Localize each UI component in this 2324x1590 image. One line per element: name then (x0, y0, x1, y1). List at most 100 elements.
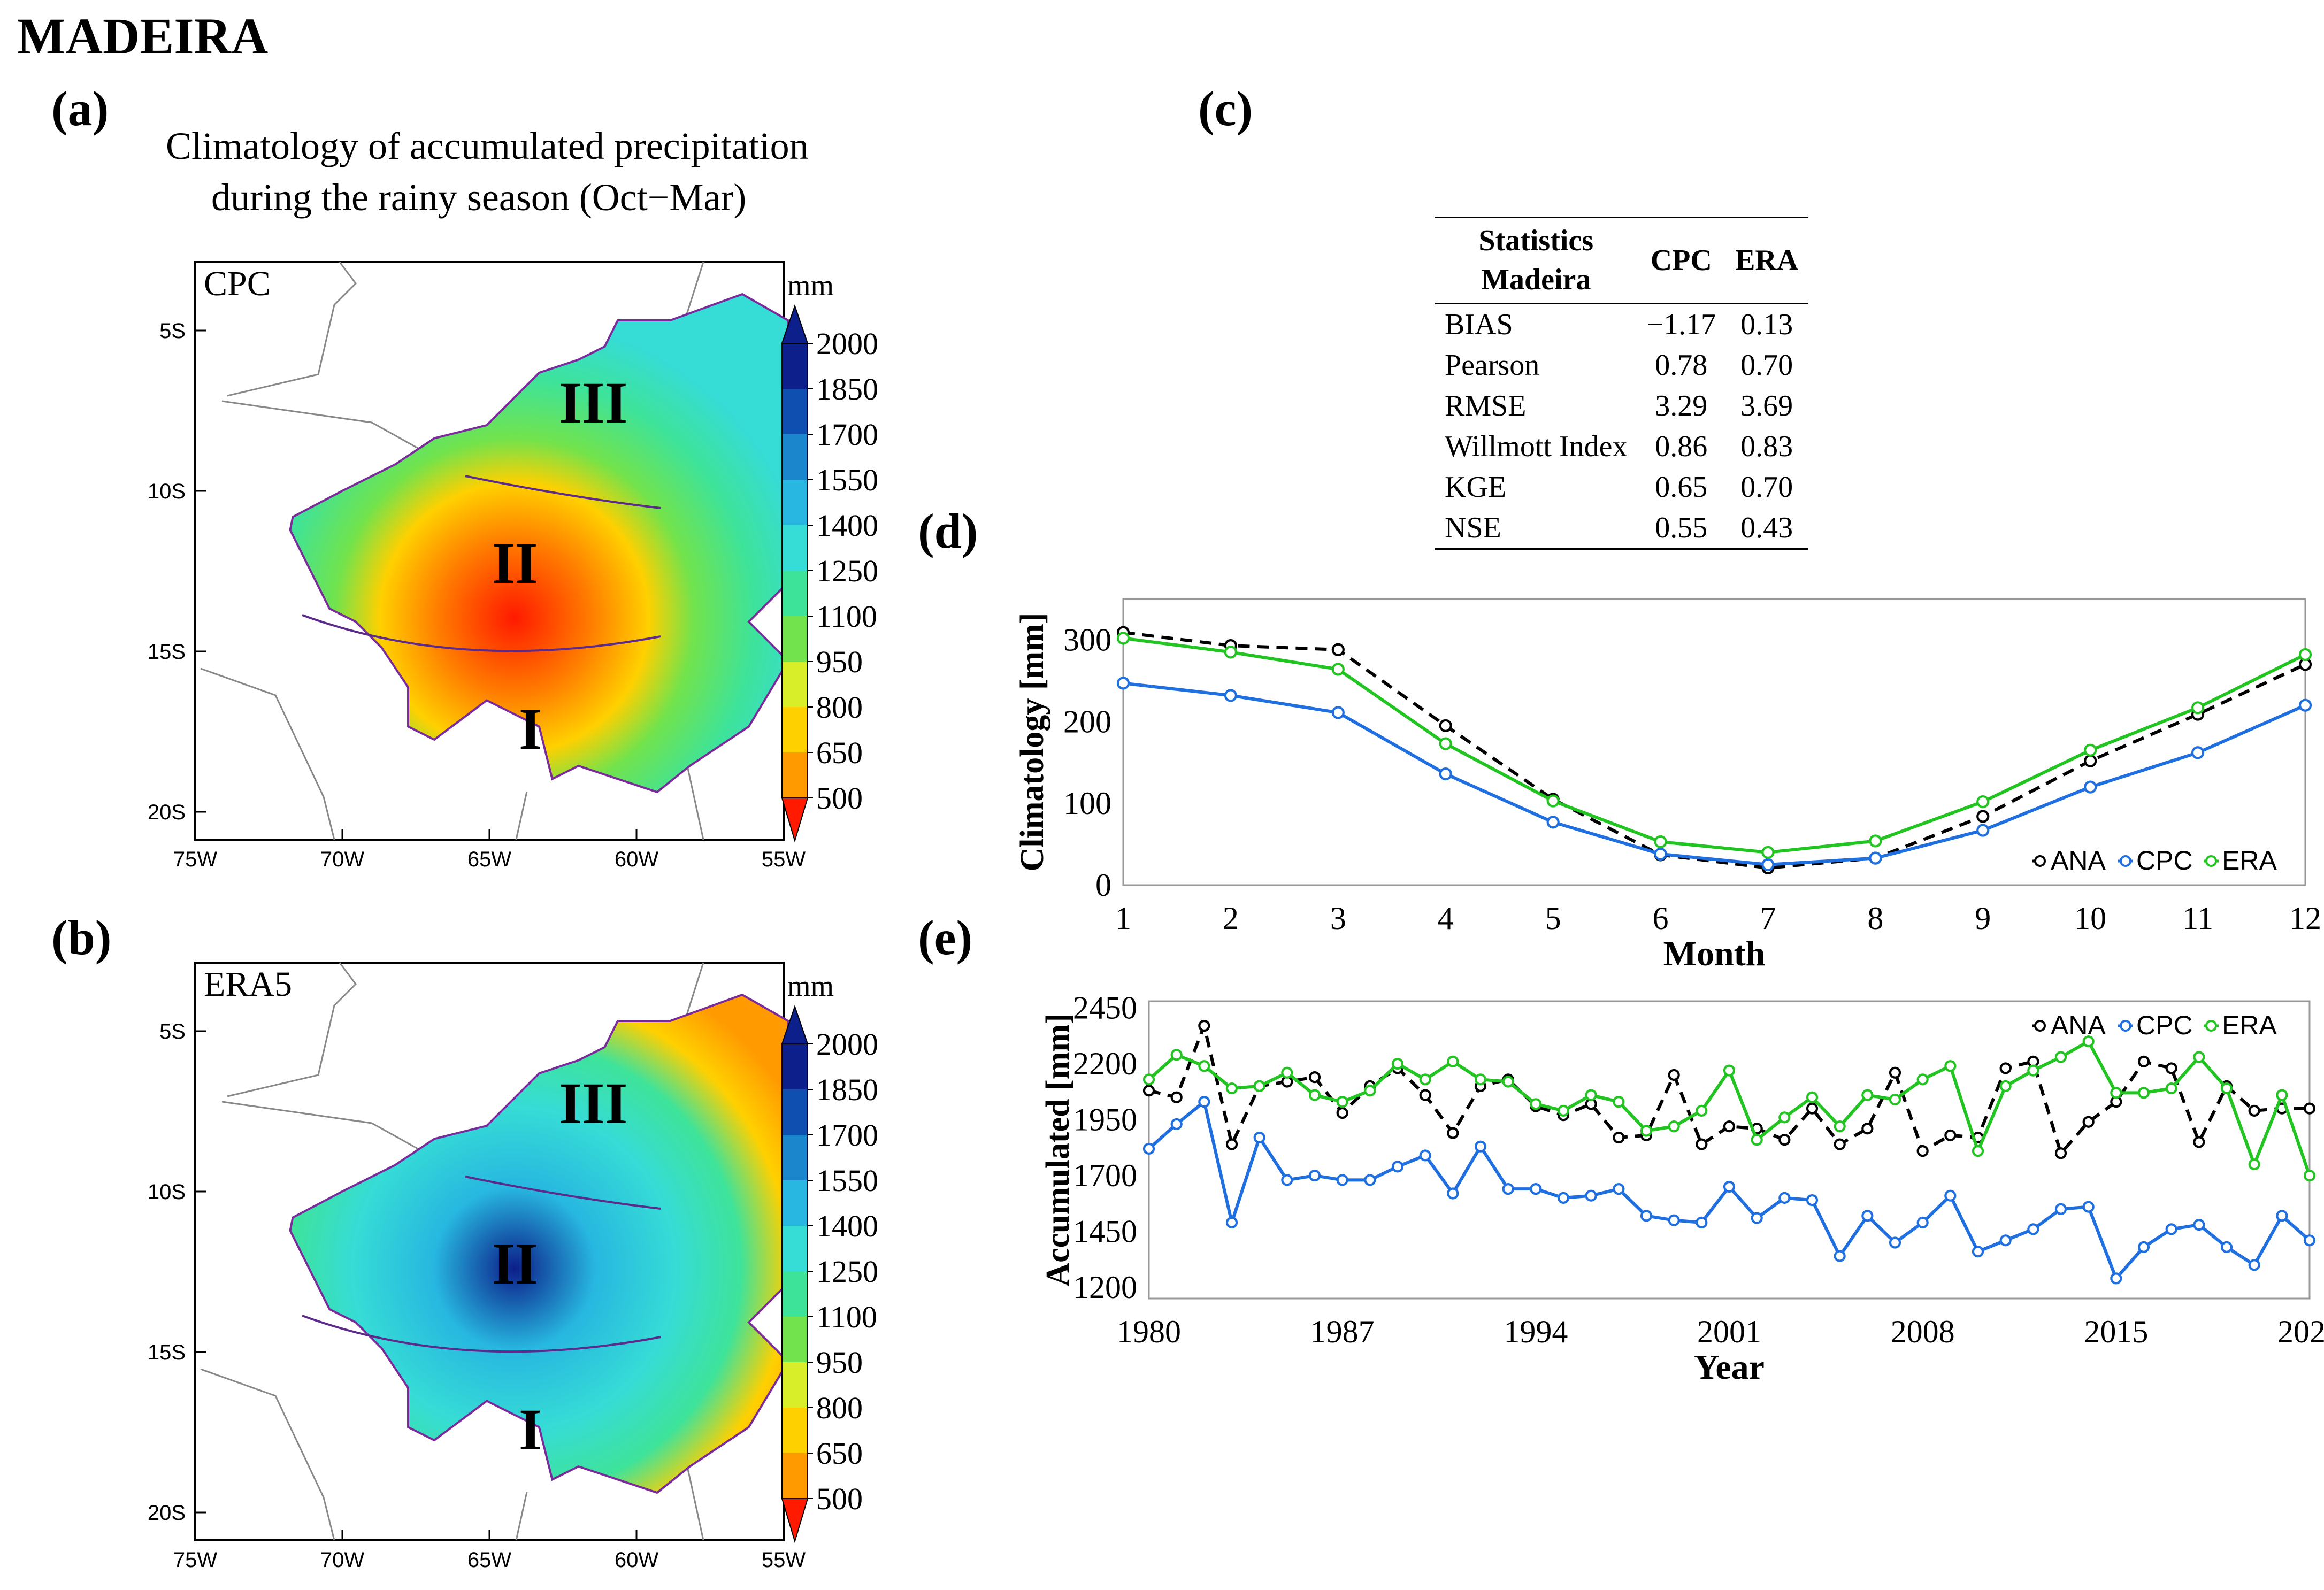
row-cpc: 0.86 (1655, 429, 1708, 463)
point-ana (2082, 1116, 2095, 1128)
colorbar-label: 1100 (816, 1300, 877, 1334)
row-name: KGE (1445, 470, 1507, 504)
y-tick-label: 1200 (1073, 1270, 1137, 1305)
region-divider (465, 1176, 661, 1210)
x-tick-label: 1 (1115, 901, 1131, 936)
lat-tick-label: 20S (148, 1501, 186, 1525)
legend-label: ANA (2051, 1010, 2106, 1040)
point-ana (1861, 1123, 1874, 1135)
point-era (1640, 1125, 1653, 1137)
colorbar-label: 650 (816, 735, 863, 770)
panel-b-label: (b) (51, 910, 112, 965)
row-name: Willmott Index (1445, 429, 1628, 463)
lon-tick-label: 55W (762, 848, 806, 871)
map-title-line2: during the rainy season (Oct−Mar) (211, 176, 747, 219)
colorbar-label: 1850 (816, 1072, 878, 1107)
y-tick-label: 1700 (1073, 1158, 1137, 1193)
point-era (1723, 1064, 1736, 1077)
legend-label: CPC (2136, 1010, 2193, 1040)
point-era (1439, 737, 1452, 750)
point-cpc (1613, 1183, 1625, 1195)
x-tick-label: 2 (1223, 901, 1239, 936)
colorbar-unit: mm (787, 269, 834, 302)
point-era (1585, 1089, 1597, 1101)
point-ana (2165, 1062, 2177, 1074)
point-cpc (1999, 1234, 2012, 1247)
country-border (221, 1101, 420, 1151)
region-label-iii: III (559, 1071, 627, 1136)
point-ana (1999, 1062, 2012, 1074)
point-ana (1613, 1131, 1625, 1144)
point-cpc (1861, 1210, 1874, 1222)
point-era (1474, 1073, 1487, 1086)
point-era (1546, 794, 1560, 808)
colorbar-label: 950 (816, 1345, 863, 1380)
panel-a-label: (a) (51, 81, 109, 136)
colorbar-segment (782, 707, 808, 752)
legend-marker (2120, 1020, 2131, 1032)
x-tick-label: 2015 (2084, 1314, 2148, 1349)
point-ana (1447, 1127, 1459, 1139)
x-tick-label: 12 (2289, 901, 2321, 936)
point-cpc (1331, 706, 1345, 719)
colorbar-segment (782, 1044, 808, 1089)
colorbar-segment (782, 616, 808, 662)
x-tick-label: 6 (1653, 901, 1669, 936)
panel-e-label: (e) (918, 910, 973, 965)
point-era (2276, 1089, 2288, 1101)
region-label-ii: II (492, 531, 538, 596)
map-title-line1: Climatology of accumulated precipitation (166, 125, 809, 167)
point-cpc (1668, 1214, 1680, 1226)
point-cpc (2137, 1241, 2150, 1253)
region-divider (465, 475, 661, 509)
country-border (515, 1492, 528, 1541)
legend-marker (2034, 855, 2046, 867)
colorbar-segment (782, 1453, 808, 1499)
y-axis-label: Climatology [mm] (1014, 613, 1050, 872)
y-tick-label: 200 (1063, 704, 1111, 739)
lon-tick-label: 75W (173, 848, 217, 871)
table-row: Willmott Index 0.86 0.83 (1435, 426, 1808, 467)
legend-marker (2034, 1020, 2046, 1032)
point-era (1530, 1098, 1542, 1110)
point-ana (1944, 1129, 1957, 1141)
point-cpc (1364, 1174, 1376, 1186)
map-label: ERA5 (204, 965, 292, 1004)
stats-header-line1: Statistics (1478, 224, 1594, 257)
point-ana (1198, 1019, 1210, 1032)
x-tick-label: 2008 (1891, 1314, 1955, 1349)
point-cpc (1585, 1189, 1597, 1202)
point-era (1331, 663, 1345, 676)
country-border (221, 400, 420, 450)
legend-marker (2205, 1020, 2217, 1032)
point-ana (1976, 810, 1990, 823)
point-cpc (1696, 1216, 1708, 1228)
point-cpc (1419, 1149, 1431, 1162)
table-row: RMSE 3.29 3.69 (1435, 386, 1808, 426)
x-tick-label: 2001 (1697, 1314, 1761, 1349)
point-ana (1142, 1085, 1155, 1097)
point-ana (1834, 1138, 1846, 1150)
y-tick-label: 100 (1063, 786, 1111, 821)
point-cpc (2084, 780, 2097, 794)
row-era: 0.70 (1740, 470, 1793, 504)
point-era (1613, 1096, 1625, 1108)
point-cpc (1869, 851, 1882, 865)
point-ana (1889, 1066, 1901, 1079)
row-name: RMSE (1445, 389, 1527, 423)
point-cpc (1308, 1169, 1321, 1182)
country-border (200, 1368, 335, 1541)
point-era (1944, 1060, 1957, 1072)
y-tick-label: 0 (1095, 867, 1111, 903)
row-name: Pearson (1445, 348, 1540, 382)
lat-tick-label: 5S (159, 1020, 186, 1043)
point-ana (1170, 1091, 1183, 1103)
point-era (1225, 1082, 1238, 1095)
colorbar-segment (782, 1135, 808, 1180)
stats-header-name: Statistics Madeira (1435, 218, 1637, 304)
point-era (2027, 1064, 2039, 1077)
row-cpc: 0.78 (1655, 348, 1708, 382)
x-tick-label: 11 (2182, 901, 2213, 936)
point-era (1834, 1120, 1846, 1133)
